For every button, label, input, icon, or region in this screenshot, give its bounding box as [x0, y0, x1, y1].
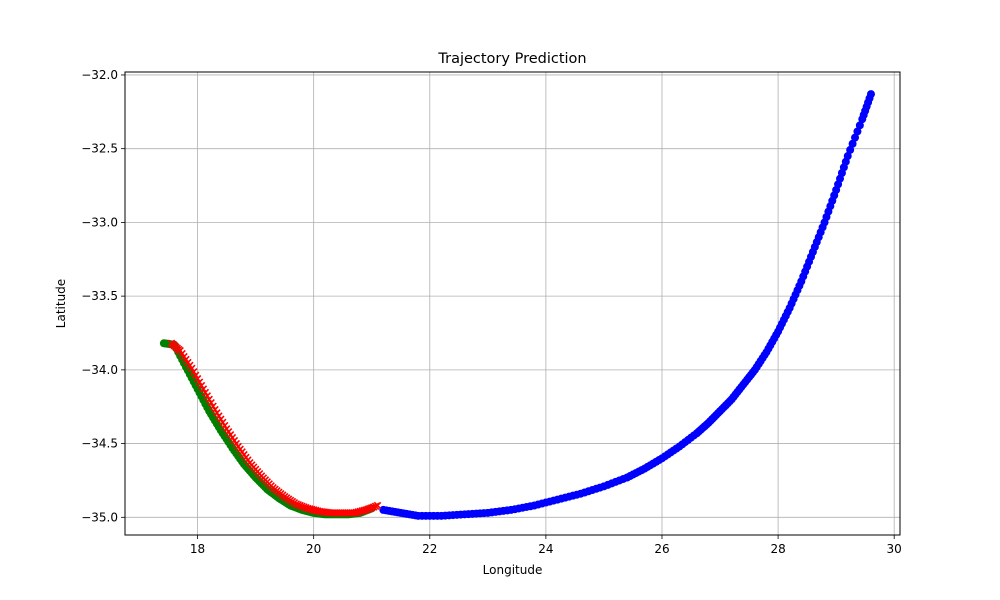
y-tick-label: −32.0 — [81, 68, 118, 82]
data-point — [159, 339, 168, 348]
grid-lines — [125, 72, 900, 535]
data-point — [846, 145, 855, 154]
y-tick-label: −32.5 — [81, 142, 118, 156]
y-tick-label: −34.0 — [81, 363, 118, 377]
chart-title: Trajectory Prediction — [437, 51, 586, 67]
data-point — [848, 139, 857, 148]
y-tick-label: −33.5 — [81, 289, 118, 303]
data-points — [159, 90, 875, 520]
plot-frame — [124, 71, 901, 536]
data-point — [851, 133, 860, 142]
y-tick-label: −35.0 — [81, 510, 118, 524]
x-tick-label: 26 — [654, 542, 669, 556]
x-tick-label: 22 — [422, 542, 437, 556]
series-1 — [159, 339, 376, 519]
series-0 — [379, 90, 875, 520]
data-point — [858, 115, 867, 124]
series-2 — [167, 339, 382, 517]
x-tick-label: 24 — [538, 542, 553, 556]
data-point — [379, 505, 388, 514]
x-tick-label: 18 — [190, 542, 205, 556]
x-tick-label: 30 — [887, 542, 902, 556]
x-tick-label: 20 — [306, 542, 321, 556]
data-point-x — [294, 501, 302, 509]
axis-ticks: 18 20 22 24 26 28 30 −32.0 −32.5 −33.0 −33.5 −34.0 −… — [81, 68, 902, 556]
x-tick-label: 28 — [770, 542, 785, 556]
y-axis-label: Latitude — [54, 279, 68, 328]
data-point-x — [167, 339, 176, 348]
data-point — [853, 127, 862, 136]
x-axis-label: Longitude — [483, 563, 543, 577]
data-point — [855, 121, 864, 130]
y-tick-label: −33.0 — [81, 215, 118, 229]
y-tick-label: −34.5 — [81, 437, 118, 451]
